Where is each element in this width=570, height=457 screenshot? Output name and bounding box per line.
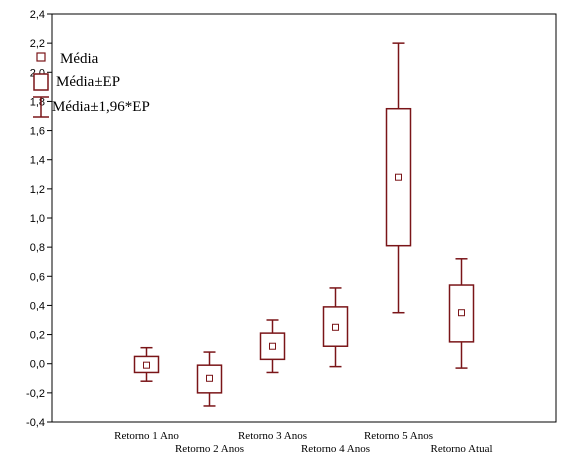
legend-mean-marker: [36, 52, 46, 62]
mean-marker: [395, 173, 402, 181]
y-tick-label: 0,0: [30, 359, 45, 371]
box-group: [133, 346, 160, 382]
y-tick-label: 0,2: [30, 330, 45, 342]
box-group: [385, 42, 412, 314]
y-tick-label: 1,2: [30, 184, 45, 196]
legend-se-marker: [33, 73, 49, 91]
x-category-label: Retorno 3 Anos: [238, 430, 307, 442]
mean-marker: [206, 374, 213, 382]
box-group: [448, 258, 475, 369]
x-category-label: Retorno 2 Anos: [175, 443, 244, 455]
y-tick-label: 2,4: [30, 9, 45, 21]
box-group: [322, 287, 349, 368]
x-category-label: Retorno 5 Anos: [364, 430, 433, 442]
y-tick-label: 1,6: [30, 126, 45, 138]
mean-marker: [332, 323, 339, 331]
y-tick-label: -0,4: [26, 417, 45, 429]
y-tick-label: 1,8: [30, 96, 45, 108]
x-category-label: Retorno 4 Anos: [301, 443, 370, 455]
y-tick-label: 0,4: [30, 300, 45, 312]
box-series: [133, 42, 475, 407]
legend: Média Média±EP Média±1,96*EP: [33, 51, 150, 118]
y-tick-label: 1,0: [30, 213, 45, 225]
y-tick-label: 2,2: [30, 38, 45, 50]
mean-marker: [143, 361, 150, 369]
mean-marker: [458, 309, 465, 317]
x-category-label: Retorno 1 Ano: [114, 430, 179, 442]
plot-frame: [51, 13, 557, 423]
y-tick-label: 0,6: [30, 271, 45, 283]
legend-mean-label: Média: [60, 51, 99, 67]
legend-ci-label: Média±1,96*EP: [52, 99, 150, 115]
box-group: [259, 319, 286, 374]
box-group: [196, 351, 223, 407]
x-category-label: Retorno Atual: [430, 443, 492, 455]
y-axis: -0,4 -0,2 0,0 0,2 0,4 0,6 0,8 1,0 1,2 1,4 1,6 1,8 2,…: [26, 9, 52, 429]
se-box: [448, 284, 475, 343]
y-tick-label: 1,4: [30, 155, 45, 167]
mean-marker: [269, 342, 276, 350]
y-tick-label: 0,8: [30, 242, 45, 254]
y-tick-label: -0,2: [26, 388, 45, 400]
legend-se-label: Média±EP: [56, 74, 120, 90]
